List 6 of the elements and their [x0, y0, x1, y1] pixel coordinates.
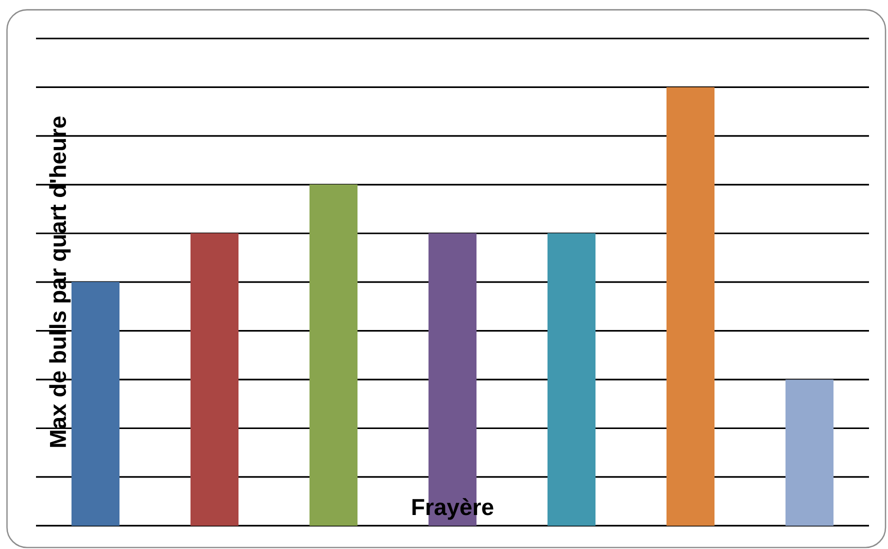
bar	[666, 87, 714, 526]
bar	[310, 184, 358, 526]
bar	[190, 233, 238, 526]
bar	[548, 233, 596, 526]
bar	[786, 380, 834, 526]
bar	[72, 282, 120, 526]
